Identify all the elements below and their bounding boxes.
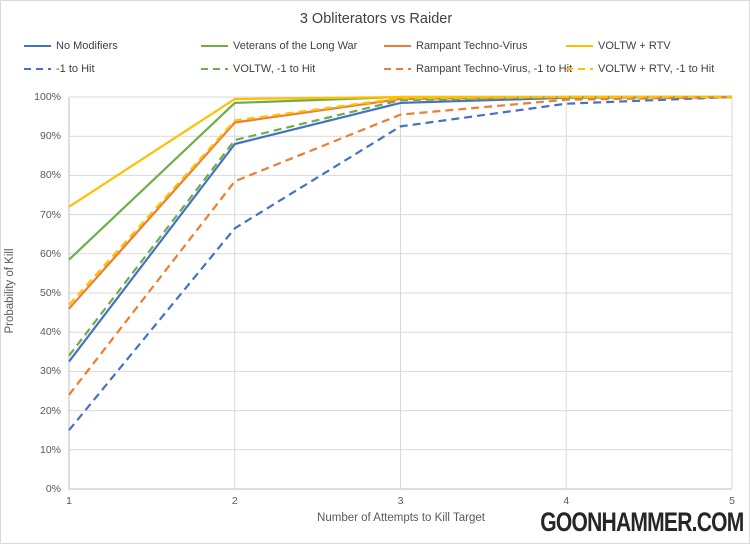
x-tick-4: 4 <box>563 495 570 507</box>
legend-swatch-voltw-rtv <box>566 45 593 47</box>
legend-swatch-voltw-rtv-1-to-hit <box>566 67 593 71</box>
y-tick-50pct: 50% <box>39 287 61 299</box>
legend-item-voltw-rtv-1-to-hit: VOLTW + RTV, -1 to Hit <box>566 62 714 76</box>
legend-label-voltw-1-to-hit: VOLTW, -1 to Hit <box>233 63 316 75</box>
series-line-1-to-hit <box>68 95 733 431</box>
y-tick-90pct: 90% <box>39 130 61 143</box>
series-line-voltw-1-to-hit <box>68 95 732 357</box>
y-tick-100pct: 100% <box>34 91 61 103</box>
legend: No Modifiers Veterans of the Long War Ramp… <box>1 1 749 81</box>
x-tick-5: 5 <box>729 495 735 507</box>
y-tick-60pct: 60% <box>39 247 61 260</box>
legend-item-voltw-rtv: VOLTW + RTV <box>566 39 671 53</box>
legend-label-no-modifiers: No Modifiers <box>56 40 118 52</box>
legend-swatch-1-to-hit <box>24 67 51 71</box>
legend-item-rampant-techno-virus-1-to-hit: Rampant Techno-Virus, -1 to Hit <box>384 62 572 76</box>
x-tick-2: 2 <box>231 495 238 507</box>
y-tick-10pct: 10% <box>39 443 61 456</box>
y-tick-0pct: 0% <box>45 483 61 495</box>
x-tick-3: 3 <box>397 495 404 507</box>
x-axis-title: Number of Attempts to Kill Target <box>317 512 485 524</box>
y-axis-title: Probability of Kill <box>4 248 16 334</box>
y-tick-40pct: 40% <box>39 326 61 339</box>
chart-title: 3 Obliterators vs Raider <box>299 11 453 27</box>
legend-swatch-rampant-techno-virus <box>384 45 411 47</box>
y-tick-20pct: 20% <box>39 404 61 417</box>
legend-item-rampant-techno-virus: Rampant Techno-Virus <box>384 39 528 53</box>
legend-swatch-rampant-techno-virus-1-to-hit <box>384 67 411 71</box>
legend-label-rampant-techno-virus-1-to-hit: Rampant Techno-Virus, -1 to Hit <box>416 63 573 75</box>
legend-label-1-to-hit: -1 to Hit <box>56 63 95 75</box>
legend-item-voltw-1-to-hit: VOLTW, -1 to Hit <box>201 62 315 76</box>
y-tick-30pct: 30% <box>39 365 61 378</box>
legend-label-veterans-of-the-long-war: Veterans of the Long War <box>233 40 358 52</box>
y-tick-80pct: 80% <box>39 169 61 182</box>
legend-label-rampant-techno-virus: Rampant Techno-Virus <box>416 40 528 52</box>
watermark-goonhammer: GOONHAMMER.COM <box>539 507 744 537</box>
y-tick-70pct: 70% <box>39 208 61 221</box>
legend-item-no-modifiers: No Modifiers <box>24 39 118 53</box>
legend-label-voltw-rtv: VOLTW + RTV <box>598 40 671 52</box>
legend-label-voltw-rtv-1-to-hit: VOLTW + RTV, -1 to Hit <box>598 63 715 75</box>
legend-swatch-voltw-1-to-hit <box>201 67 228 71</box>
series-line-rampant-techno-virus-1-to-hit <box>68 95 733 396</box>
legend-item-veterans-of-the-long-war: Veterans of the Long War <box>201 39 357 53</box>
legend-swatch-no-modifiers <box>24 45 51 47</box>
legend-swatch-veterans-of-the-long-war <box>201 45 228 47</box>
legend-item-1-to-hit: -1 to Hit <box>24 62 95 76</box>
x-tick-1: 1 <box>66 495 72 507</box>
